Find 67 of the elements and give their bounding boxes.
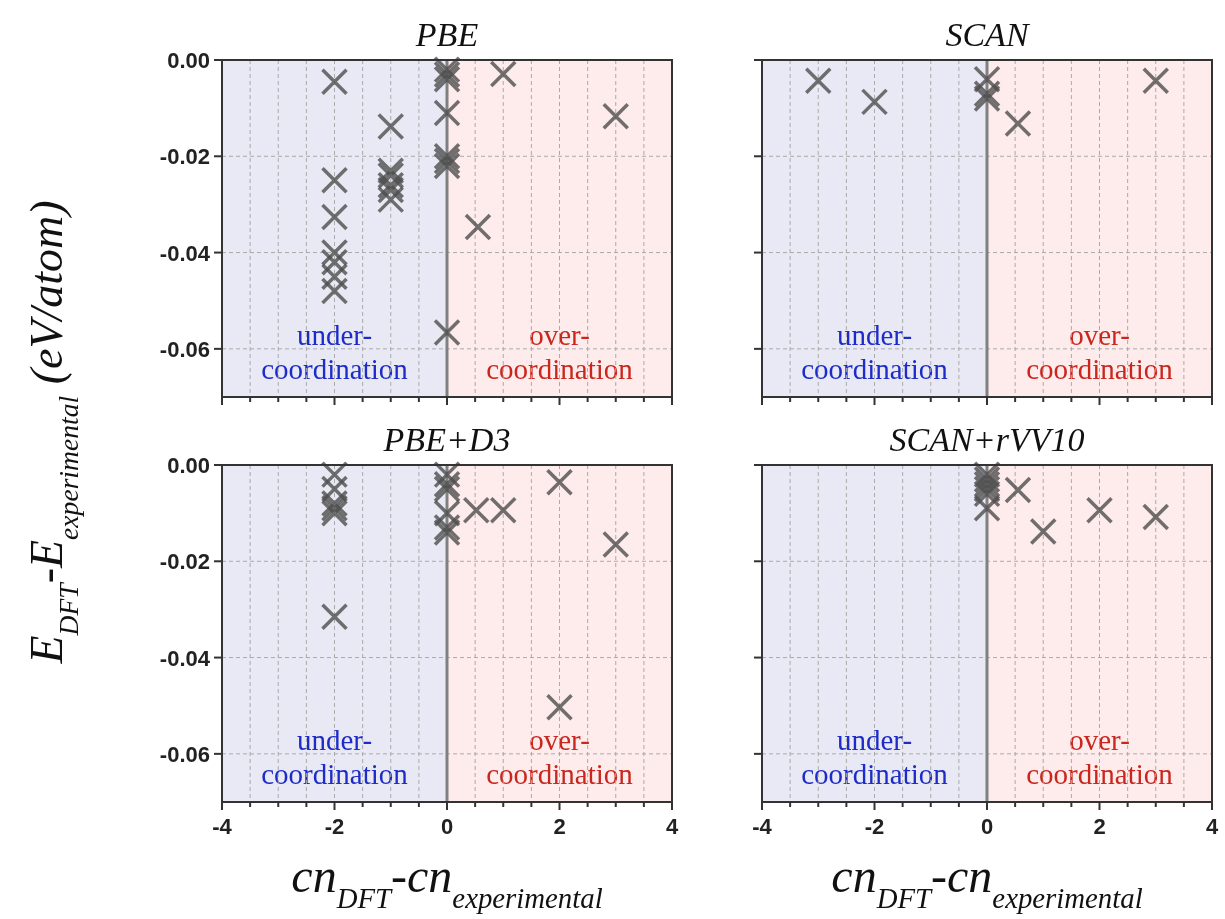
point — [320, 602, 349, 631]
point — [320, 166, 349, 195]
band-label: under- coordination — [261, 319, 409, 385]
x-tick-label: -2 — [324, 814, 345, 839]
x-tick-label: 0 — [440, 814, 454, 839]
point — [1029, 517, 1057, 546]
point — [1142, 66, 1170, 95]
y-tick-label: 0.00 — [167, 48, 210, 73]
y-tick-label: -0.04 — [159, 240, 211, 266]
x-tick-label: -2 — [864, 814, 885, 839]
point — [320, 460, 349, 489]
point — [973, 494, 1001, 523]
point — [433, 318, 461, 347]
point — [377, 161, 405, 190]
x-tick-label: -4 — [752, 814, 773, 839]
x-axis-title: cn$_{DFT}$-cn$_{experimental}$ — [831, 849, 1143, 914]
point — [433, 470, 461, 499]
point — [433, 460, 461, 489]
point — [489, 60, 517, 88]
band-label: under- coordination — [801, 724, 949, 790]
x-axis-title: cn$_{DFT}$-cn$_{experimental}$ — [291, 849, 603, 914]
point — [860, 88, 889, 116]
y-tick-label: -0.04 — [159, 645, 211, 671]
point — [377, 112, 405, 141]
point — [320, 238, 349, 267]
point — [1085, 496, 1114, 524]
x-tick-label: 2 — [1093, 814, 1106, 839]
point — [433, 99, 461, 127]
x-tick-label: 0 — [980, 814, 994, 839]
chart-title: SCAN — [945, 16, 1031, 53]
chart-title: PBE+D3 — [382, 421, 511, 458]
chart-title: SCAN+rVV10 — [889, 421, 1085, 458]
point — [320, 248, 349, 276]
band-label: over- coordination — [1026, 724, 1174, 790]
point — [320, 277, 349, 305]
point — [973, 65, 1001, 94]
point — [1004, 476, 1032, 504]
point — [320, 262, 349, 291]
point — [602, 530, 630, 559]
point — [545, 468, 574, 497]
band-label: over- coordination — [486, 724, 634, 790]
point — [464, 213, 492, 241]
x-tick-label: 2 — [553, 814, 566, 839]
point — [1142, 503, 1170, 531]
band-label: over- coordination — [486, 319, 634, 385]
point — [602, 102, 630, 131]
band-label: under- coordination — [261, 724, 409, 790]
point — [433, 499, 461, 527]
point — [545, 693, 574, 721]
point — [804, 66, 832, 95]
point — [320, 475, 349, 503]
y-tick-label: -0.02 — [159, 144, 210, 170]
x-tick-label: 4 — [1205, 814, 1219, 839]
y-tick-label: -0.06 — [159, 741, 210, 767]
y-tick-label: 0.00 — [167, 453, 210, 478]
point — [320, 203, 349, 231]
x-tick-label: -4 — [212, 814, 233, 839]
y-tick-label: -0.02 — [159, 549, 210, 575]
x-tick-label: 4 — [665, 814, 679, 839]
point — [377, 185, 405, 214]
band-label: over- coordination — [1026, 319, 1174, 385]
band-label: under- coordination — [801, 319, 949, 385]
chart-title: PBE — [414, 16, 479, 53]
point — [433, 142, 461, 171]
point — [1004, 109, 1032, 138]
y-tick-label: -0.06 — [159, 336, 210, 362]
point — [320, 67, 349, 96]
